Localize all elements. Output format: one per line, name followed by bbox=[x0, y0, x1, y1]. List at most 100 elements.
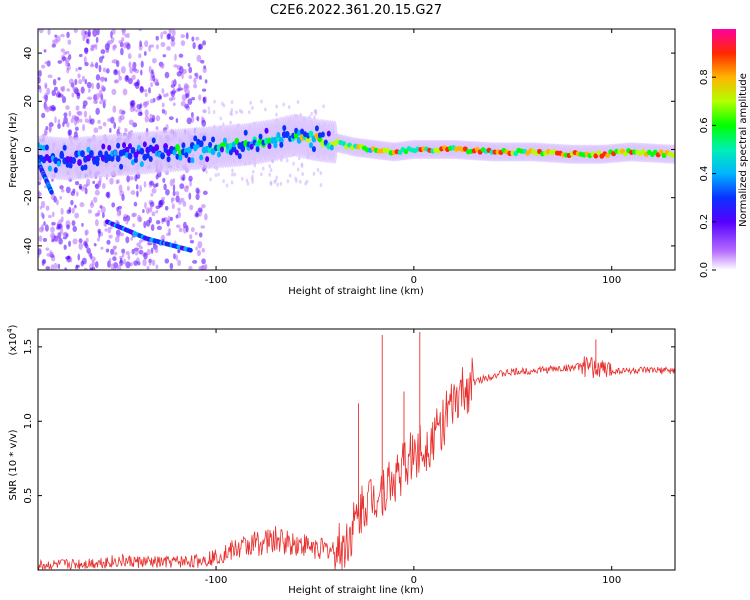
spectrogram-noise-cell bbox=[105, 68, 110, 74]
spectrogram-noise-cell bbox=[148, 216, 152, 224]
spectrogram-noise-cell bbox=[196, 116, 200, 122]
spectrogram-noise-cell bbox=[207, 106, 211, 111]
spectrogram-noise-cell bbox=[100, 84, 105, 92]
spectrogram-noise-cell bbox=[201, 248, 206, 253]
spectrogram-noise-cell bbox=[149, 44, 155, 48]
spectrogram-ridge-cell bbox=[119, 163, 124, 170]
spectrogram-ridge-cell bbox=[133, 156, 138, 163]
spectrogram-ridge-cell bbox=[670, 152, 675, 158]
spectrogram-noise-cell bbox=[212, 110, 216, 115]
spectrogram-noise-cell bbox=[38, 29, 44, 34]
spectrogram-ridge-cell bbox=[139, 161, 144, 168]
spectrogram-noise-cell bbox=[178, 227, 183, 233]
spectrogram-ridge-cell bbox=[240, 145, 246, 153]
spectrogram-noise-cell bbox=[134, 69, 140, 74]
spectrogram-noise-cell bbox=[102, 182, 106, 190]
spectrogram-ridge-cell bbox=[80, 150, 85, 158]
spectrogram-noise-cell bbox=[116, 233, 121, 238]
spectrogram-noise-cell bbox=[161, 217, 166, 222]
spectrogram-noise-cell bbox=[310, 111, 313, 116]
spectrogram-noise-cell bbox=[148, 65, 152, 74]
spectrogram-noise-cell bbox=[160, 31, 163, 40]
spectrogram-noise-cell bbox=[246, 181, 250, 186]
spectrogram-noise-cell bbox=[125, 261, 131, 269]
spectrogram-noise-cell bbox=[139, 111, 143, 116]
spectrogram-noise-cell bbox=[127, 254, 131, 260]
spectrogram-noise-cell bbox=[57, 77, 61, 81]
spectrogram-ridge-cell bbox=[47, 165, 52, 172]
spectrogram-noise-cell bbox=[136, 104, 142, 110]
spectrogram-noise-cell bbox=[251, 105, 254, 110]
spectrogram-noise-cell bbox=[121, 252, 125, 258]
spectrogram-noise-cell bbox=[102, 100, 106, 109]
spectrogram-noise-cell bbox=[180, 40, 186, 47]
spectrogram-noise-cell bbox=[129, 106, 135, 113]
spectrogram-noise-cell bbox=[230, 180, 234, 185]
spectrogram-noise-cell bbox=[73, 118, 78, 126]
spectrogram-noise-cell bbox=[182, 201, 187, 207]
spectrogram-noise-cell bbox=[77, 253, 80, 261]
spectrogram-noise-cell bbox=[135, 109, 138, 113]
snr-x-ticks: -100 0 100 bbox=[205, 329, 621, 586]
spectrogram-noise-cell bbox=[139, 40, 143, 47]
spectrogram-noise-cell bbox=[54, 116, 57, 124]
spectrogram-noise-cell bbox=[43, 105, 49, 111]
spectrogram-noise-cell bbox=[213, 99, 216, 104]
spectrogram-noise-cell bbox=[148, 117, 154, 123]
spectrogram-ridge-cell bbox=[211, 136, 216, 143]
spectrogram-noise-cell bbox=[55, 199, 59, 206]
spectrogram-ridge-cell bbox=[267, 143, 272, 150]
spectrogram-noise-cell bbox=[76, 191, 79, 197]
spectrogram-noise-cell bbox=[78, 66, 82, 71]
spectrogram-noise-cell bbox=[51, 43, 56, 48]
spectrogram-noise-cell bbox=[99, 100, 103, 105]
spectrogram-noise-cell bbox=[161, 102, 165, 108]
spectrogram-noise-cell bbox=[138, 216, 143, 223]
spectrogram-ridge-cell bbox=[154, 144, 160, 152]
spectrogram-noise-cell bbox=[93, 196, 98, 203]
spectrogram-noise-cell bbox=[127, 53, 132, 60]
spectrogram-noise-cell bbox=[175, 214, 179, 219]
spectrogram-noise-cell bbox=[121, 194, 125, 202]
spectrogram-ridge-cell bbox=[231, 145, 237, 153]
spectrogram-ridge-cell bbox=[98, 150, 103, 157]
spectrogram-noise-cell bbox=[165, 188, 170, 196]
spectrogram-noise-cell bbox=[86, 81, 92, 89]
spectrogram-noise-cell bbox=[58, 219, 63, 225]
snr-y-scale-close: ) bbox=[8, 324, 19, 328]
spectrogram-noise-cell bbox=[175, 191, 180, 196]
spectrogram-noise-cell bbox=[121, 29, 126, 33]
spectrogram-noise-cell bbox=[134, 249, 139, 256]
spectrogram-y-ticks: -40 -20 0 20 40 bbox=[23, 47, 675, 254]
snr-y-tick-label: 1.0 bbox=[23, 413, 34, 429]
spectrogram-noise-cell bbox=[146, 248, 151, 256]
spectrogram-noise-cell bbox=[170, 35, 175, 42]
spectrogram-noise-cell bbox=[99, 205, 103, 209]
spectrogram-noise-cell bbox=[198, 94, 202, 101]
spectrogram-noise-cell bbox=[112, 44, 116, 51]
colorbar-gradient bbox=[712, 29, 736, 270]
spectrogram-noise-cell bbox=[155, 115, 161, 122]
spectrogram-noise-cell bbox=[116, 210, 122, 217]
spectrogram-noise-cell bbox=[177, 83, 181, 90]
spectrogram-noise-cell bbox=[101, 55, 105, 59]
spectrogram-ridge-cell bbox=[145, 152, 150, 159]
spectrogram-ridge-cell bbox=[148, 155, 153, 162]
spectrogram-ridge-cell bbox=[596, 150, 602, 156]
spectrogram-noise-cell bbox=[100, 49, 106, 55]
spectrogram-noise-cell bbox=[108, 257, 112, 264]
spectrogram-noise-cell bbox=[90, 44, 96, 49]
spectrogram-noise-cell bbox=[110, 248, 115, 255]
snr-y-label: SNR (10 * v/v) bbox=[8, 429, 19, 500]
spectrogram-ridge-cell bbox=[243, 129, 248, 136]
spectrogram-ridge-cell bbox=[116, 142, 121, 149]
spectrogram-noise-cell bbox=[45, 205, 50, 211]
spectrogram-noise-cell bbox=[128, 119, 134, 126]
spectrogram-noise-cell bbox=[63, 116, 68, 124]
spectrogram-ridge-cell bbox=[107, 144, 112, 151]
spectrogram-noise-cell bbox=[118, 115, 122, 123]
spectrogram-noise-cell bbox=[71, 115, 77, 120]
spectrogram-noise-cell bbox=[53, 196, 57, 203]
spectrogram-noise-cell bbox=[68, 240, 71, 247]
